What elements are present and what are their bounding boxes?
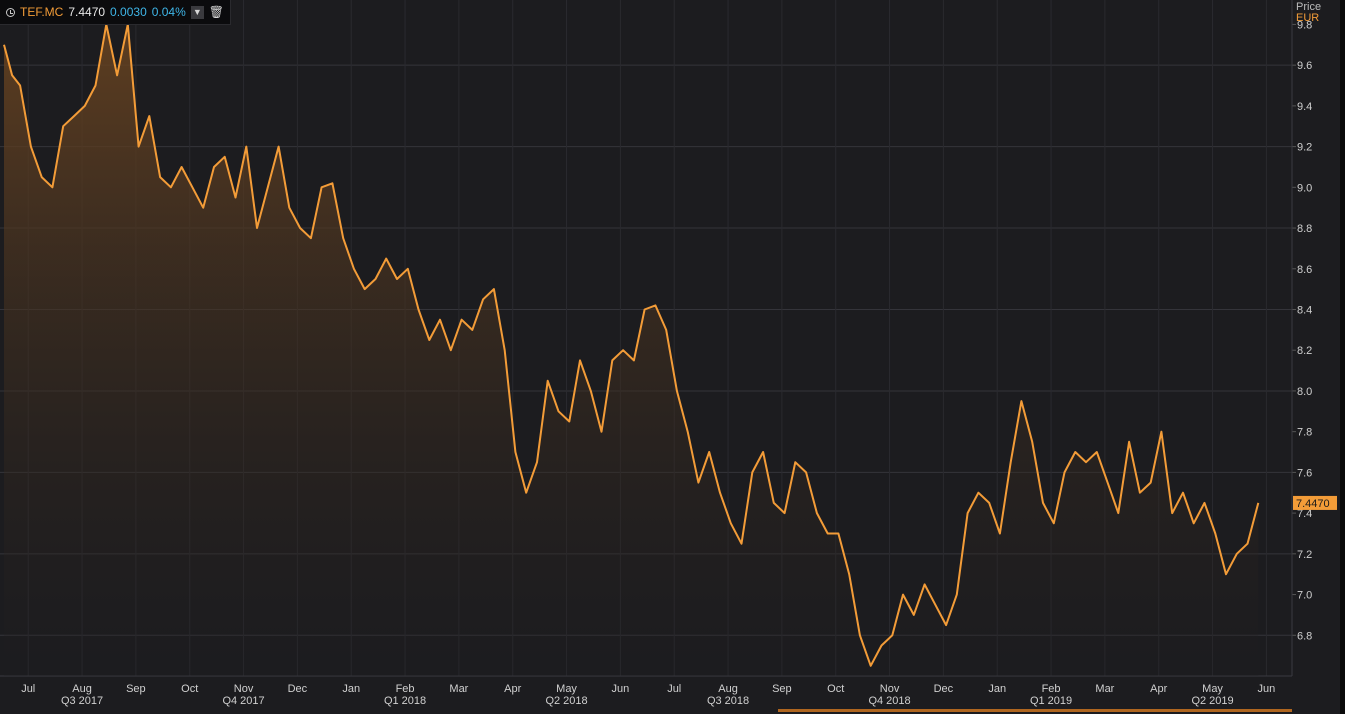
y-axis-currency: EUR xyxy=(1296,12,1320,24)
x-tick-label: Apr xyxy=(504,683,521,695)
x-tick-label: May xyxy=(556,683,577,695)
x-tick-label: Jul xyxy=(21,683,35,695)
chevron-down-icon[interactable]: ▼ xyxy=(190,5,204,19)
quarter-label: Q4 2017 xyxy=(222,695,264,707)
quarter-label: Q1 2019 xyxy=(1030,695,1072,707)
x-tick-label: Dec xyxy=(288,683,308,695)
x-tick-label: Mar xyxy=(1095,683,1114,695)
x-tick-label: Mar xyxy=(449,683,468,695)
range-selector-bar xyxy=(778,709,1292,712)
series-legend: TEF.MC 7.4470 0.0030 0.04% ▼ 🗑 xyxy=(0,0,232,25)
y-tick-label: 8.0 xyxy=(1297,386,1312,398)
x-tick-label: Nov xyxy=(880,683,900,695)
y-tick-label: 8.8 xyxy=(1297,223,1312,235)
quarter-label: Q4 2018 xyxy=(868,695,910,707)
x-tick-label: Jun xyxy=(612,683,630,695)
x-tick-label: Jan xyxy=(988,683,1006,695)
legend-last-price: 7.4470 xyxy=(68,5,106,19)
series-area xyxy=(4,24,1259,676)
x-tick-label: Jan xyxy=(342,683,360,695)
y-tick-label: 6.8 xyxy=(1297,630,1312,642)
x-tick-label: Oct xyxy=(181,683,198,695)
quarter-label: Q2 2019 xyxy=(1191,695,1233,707)
x-tick-label: Jun xyxy=(1258,683,1276,695)
trash-icon[interactable]: 🗑 xyxy=(208,5,225,19)
x-tick-label: Sep xyxy=(772,683,792,695)
y-axis-title: Price xyxy=(1296,1,1322,13)
legend-change: 0.0030 xyxy=(110,5,147,19)
clock-icon xyxy=(6,7,15,17)
x-tick-label: May xyxy=(1202,683,1223,695)
quarter-label: Q3 2018 xyxy=(707,695,749,707)
y-tick-label: 9.2 xyxy=(1297,142,1312,154)
y-tick-label: 7.0 xyxy=(1297,590,1312,602)
x-tick-label: Aug xyxy=(718,683,738,695)
x-tick-label: Aug xyxy=(72,683,92,695)
y-tick-label: 9.6 xyxy=(1297,60,1312,72)
y-tick-label: 9.8 xyxy=(1297,19,1312,31)
legend-change-percent: 0.04% xyxy=(151,5,186,19)
quarter-label: Q1 2018 xyxy=(384,695,426,707)
legend-ticker[interactable]: TEF.MC xyxy=(20,5,64,19)
y-tick-label: 7.6 xyxy=(1297,467,1312,479)
y-tick-label: 7.8 xyxy=(1297,427,1312,439)
x-tick-label: Nov xyxy=(234,683,254,695)
y-tick-label: 7.2 xyxy=(1297,549,1312,561)
x-tick-label: Feb xyxy=(396,683,415,695)
x-tick-label: Jul xyxy=(667,683,681,695)
y-tick-label: 8.6 xyxy=(1297,264,1312,276)
y-tick-label: 9.4 xyxy=(1297,101,1312,113)
quarter-label: Q2 2018 xyxy=(545,695,587,707)
y-tick-label: 9.0 xyxy=(1297,182,1312,194)
last-value-tag-label: 7.4470 xyxy=(1296,498,1330,510)
quarter-label: Q3 2017 xyxy=(61,695,103,707)
last-value-tag xyxy=(1293,495,1337,510)
x-tick-label: Oct xyxy=(827,683,844,695)
scrollbar[interactable] xyxy=(1340,0,1345,714)
y-tick-label: 8.4 xyxy=(1297,304,1312,316)
x-tick-label: Sep xyxy=(126,683,146,695)
series-line xyxy=(3,23,1260,667)
y-tick-label: 8.2 xyxy=(1297,345,1312,357)
x-tick-label: Dec xyxy=(934,683,954,695)
y-tick-label: 7.4 xyxy=(1297,508,1312,520)
x-tick-label: Feb xyxy=(1042,683,1061,695)
x-tick-label: Apr xyxy=(1150,683,1167,695)
